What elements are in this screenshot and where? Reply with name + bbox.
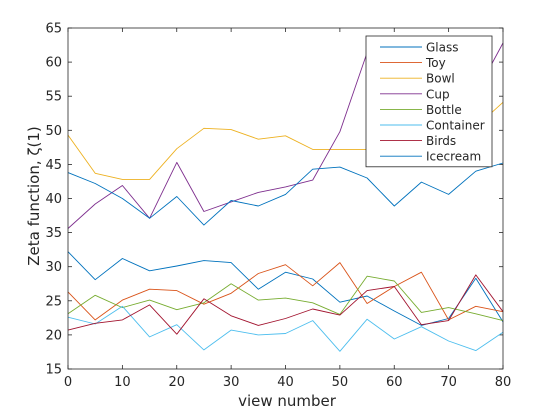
series-line-icecream (67, 162, 504, 226)
legend-label-bottle: Bottle (426, 103, 462, 117)
y-tick-label: 15 (45, 363, 62, 378)
y-tick-label: 50 (45, 124, 62, 139)
legend-label-glass: Glass (426, 41, 459, 55)
y-tick-label: 65 (45, 22, 62, 37)
legend-label-cup: Cup (426, 87, 450, 101)
y-tick-label: 25 (45, 294, 62, 309)
y-tick-label: 30 (45, 260, 62, 275)
series-line-toy (67, 262, 504, 321)
x-axis-label: view number (238, 392, 337, 410)
series-line-container (67, 305, 504, 352)
plot-frame (67, 27, 504, 370)
x-tick-label: 20 (168, 375, 185, 390)
x-tick-label: 80 (495, 375, 512, 390)
y-axis-label: Zeta function, ζ(1) (25, 126, 43, 266)
x-tick-label: 60 (386, 375, 403, 390)
legend-label-birds: Birds (426, 134, 456, 148)
x-tick-label: 0 (64, 375, 72, 390)
x-tick-label: 10 (114, 375, 131, 390)
series-line-bottle (67, 275, 504, 322)
legend-box (365, 35, 493, 168)
x-tick-label: 70 (440, 375, 457, 390)
y-tick-label: 55 (45, 90, 62, 105)
x-tick-label: 40 (277, 375, 294, 390)
y-tick-label: 40 (45, 192, 62, 207)
y-tick-label: 35 (45, 226, 62, 241)
legend-label-icecream: Icecream (426, 150, 481, 164)
legend-label-bowl: Bowl (426, 72, 455, 86)
x-tick-label: 50 (332, 375, 349, 390)
x-tick-label: 30 (223, 375, 240, 390)
legend-label-container: Container (426, 119, 485, 133)
y-tick-label: 60 (45, 56, 62, 71)
series-line-birds (67, 274, 504, 335)
legend-label-toy: Toy (425, 56, 446, 70)
y-tick-label: 20 (45, 328, 62, 343)
y-tick-label: 45 (45, 158, 62, 173)
axis-ticks: 0 10 20 30 40 50 60 70 80 15 20 25 30 35 40 45 50 55 60 65 (45, 22, 511, 391)
